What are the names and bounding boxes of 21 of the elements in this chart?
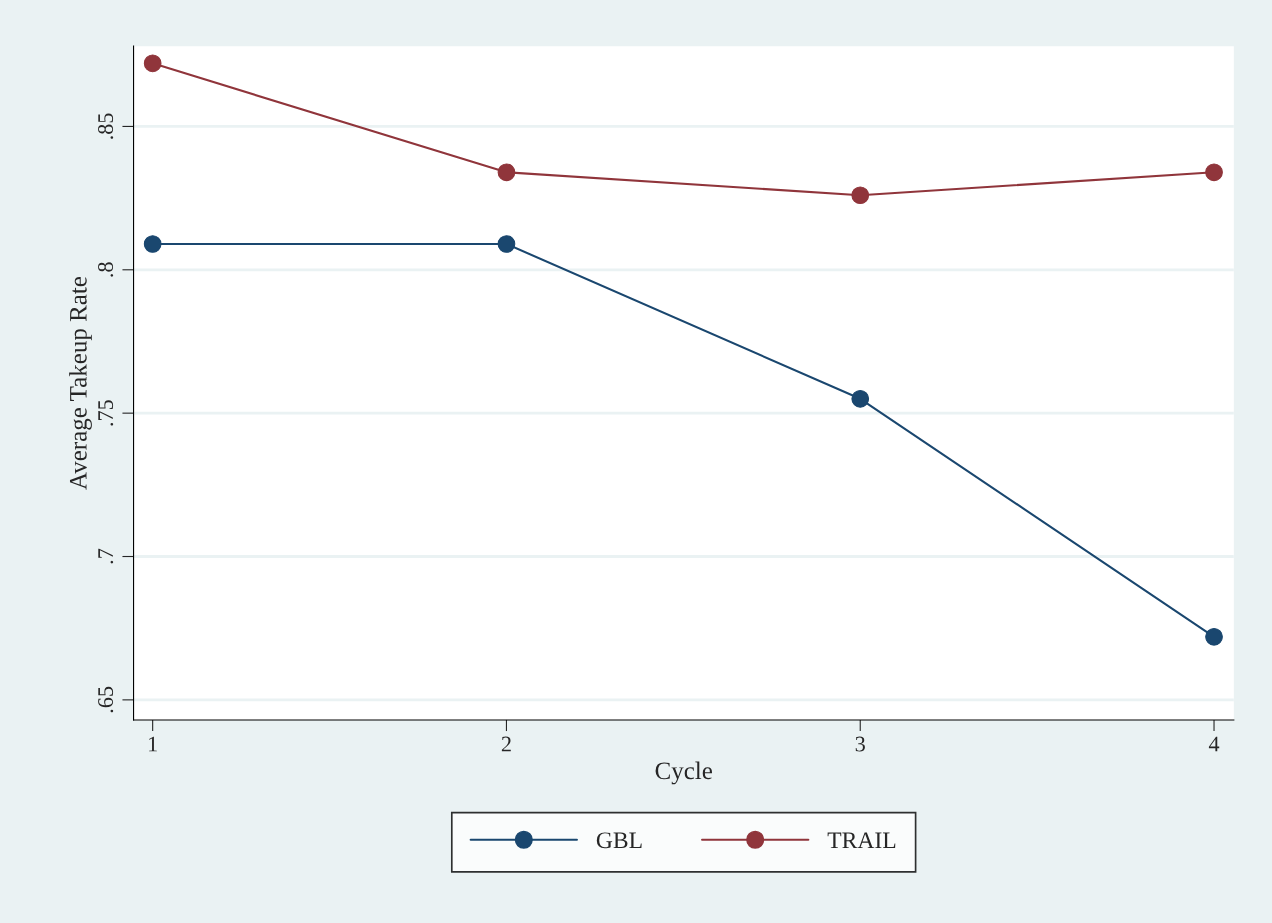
legend-label: TRAIL: [827, 832, 896, 849]
point: [851, 389, 870, 408]
point: [143, 235, 162, 253]
point: [497, 163, 516, 182]
legend-label: GBL: [596, 832, 642, 849]
y-tick-label: .8: [98, 262, 114, 277]
y-tick-label: .65: [98, 686, 114, 713]
x-tick-label: 2: [501, 736, 511, 752]
x-tick-label: 4: [1208, 736, 1220, 752]
point: [143, 54, 162, 73]
y-tick-label: .75: [98, 400, 114, 426]
point: [1205, 163, 1223, 182]
point: [1205, 627, 1223, 646]
y-tick-label: .85: [98, 113, 114, 139]
point: [497, 235, 516, 253]
y-axis-title: Average Takeup Rate: [69, 276, 92, 490]
x-tick-label: 3: [855, 736, 865, 752]
x-tick-label: 1: [149, 736, 157, 752]
point: [851, 186, 870, 205]
x-axis-title: Cycle: [655, 761, 712, 785]
y-tick-label: .7: [98, 548, 114, 564]
